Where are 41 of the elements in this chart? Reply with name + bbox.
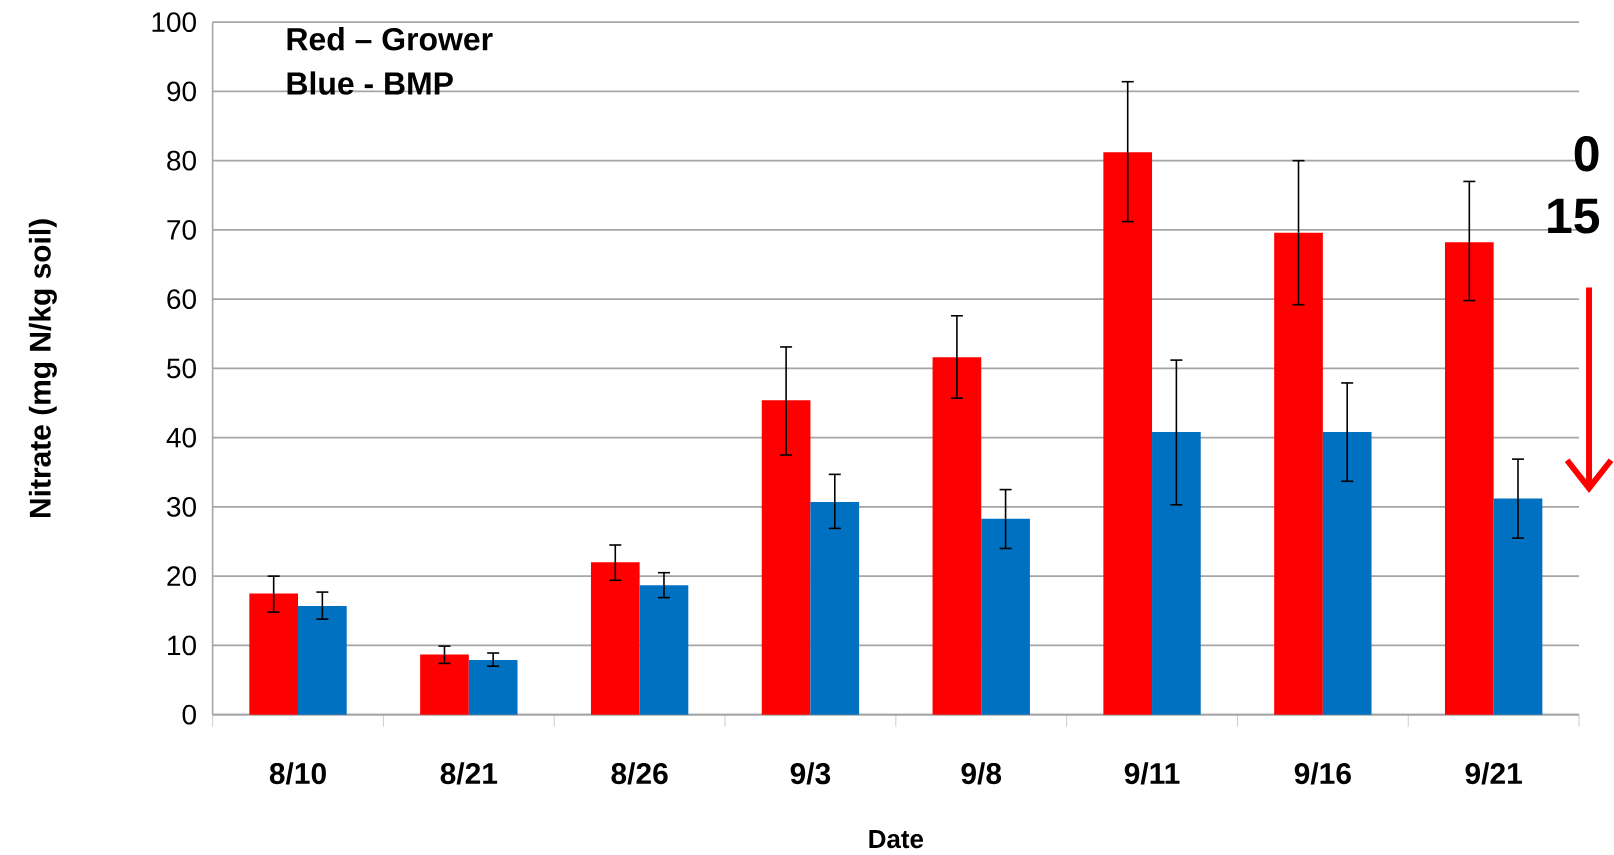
x-tick-label: 8/10: [269, 762, 326, 785]
x-axis-title: Date: [869, 830, 924, 849]
x-tick-label: 8/21: [440, 762, 498, 785]
bar: [590, 562, 640, 715]
x-tick-label: 9/21: [1465, 762, 1522, 785]
annotation: 0: [1574, 136, 1599, 172]
bar: [420, 654, 469, 715]
x-tick-label: 9/3: [790, 762, 831, 785]
y-tick-label: 100: [152, 12, 196, 33]
bar: [1493, 498, 1543, 715]
annotation: Blue - BMP: [287, 71, 453, 95]
bar: [468, 660, 518, 715]
x-tick-label: 9/16: [1294, 762, 1351, 785]
y-tick-label: 30: [167, 497, 196, 517]
y-tick-label: 70: [167, 220, 196, 240]
y-tick-label: 90: [167, 81, 196, 102]
bar: [1152, 432, 1201, 715]
y-tick-label: 20: [167, 566, 196, 587]
bar: [1274, 232, 1323, 715]
x-tick-label: 9/8: [961, 762, 1002, 785]
bar: [761, 400, 811, 715]
y-axis-title: Nitrate (mg N/kg soil): [28, 219, 57, 518]
y-tick-label: 60: [167, 289, 196, 310]
bar: [981, 518, 1030, 715]
y-tick-label: 80: [167, 150, 196, 171]
y-tick-label: 40: [166, 427, 196, 448]
y-tick-label: 50: [167, 358, 196, 379]
y-tick-label: 10: [168, 635, 196, 656]
x-tick-label: 9/11: [1124, 762, 1180, 785]
annotation: Red – Grower: [287, 27, 493, 51]
bar: [810, 502, 860, 715]
x-tick-label: 8/26: [611, 762, 668, 785]
bar: [249, 593, 299, 715]
bar: [932, 357, 982, 715]
bar: [1322, 432, 1372, 715]
bar: [1444, 242, 1494, 715]
bar: [1103, 152, 1153, 715]
y-tick-label: 0: [182, 704, 196, 725]
bar: [639, 585, 689, 715]
annotation: 15: [1548, 198, 1600, 234]
bar: [298, 606, 347, 715]
